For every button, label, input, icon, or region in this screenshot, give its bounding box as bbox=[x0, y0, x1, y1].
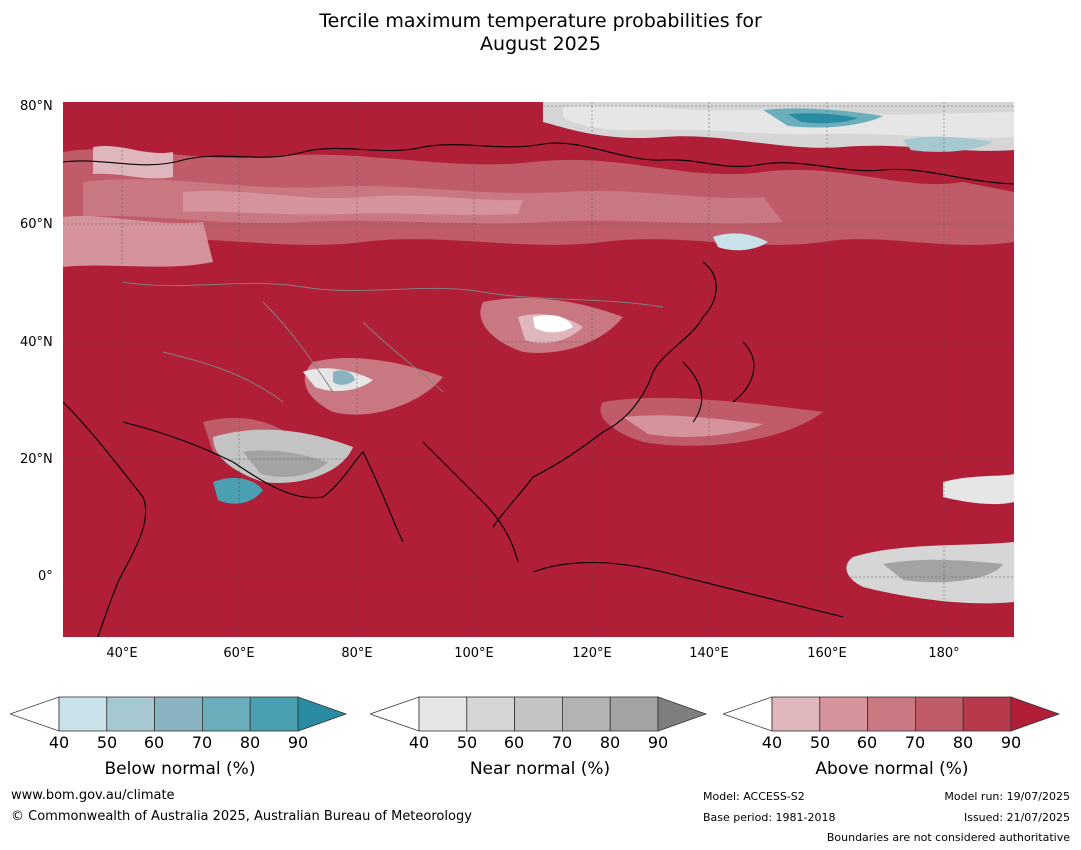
near-normal-patches bbox=[213, 102, 1014, 604]
lon-label-180: 180° bbox=[928, 646, 960, 661]
near-colorbar-segment bbox=[609, 696, 659, 732]
website-link[interactable]: www.bom.gov.au/climate bbox=[11, 788, 175, 803]
colorbar-below-normal bbox=[10, 696, 348, 732]
title-line-2: August 2025 bbox=[480, 33, 601, 55]
lat-label-equator: 0° bbox=[38, 569, 53, 584]
below-tick-80: 80 bbox=[239, 733, 261, 752]
boundaries-disclaimer: Boundaries are not considered authoritat… bbox=[826, 831, 1070, 844]
below-tick-60: 60 bbox=[143, 733, 165, 752]
above-tick-60: 60 bbox=[856, 733, 878, 752]
colorbar-above-extension-low bbox=[723, 696, 773, 732]
above-tick-90: 90 bbox=[1000, 733, 1022, 752]
colorbar-above-extension-high bbox=[1010, 696, 1061, 732]
lon-label-100e: 100°E bbox=[454, 646, 494, 661]
lat-label-60n: 60°N bbox=[20, 217, 53, 232]
lat-label-40n: 40°N bbox=[20, 335, 53, 350]
above-tick-70: 70 bbox=[904, 733, 926, 752]
copyright-text: © Commonwealth of Australia 2025, Austra… bbox=[11, 809, 472, 824]
below-colorbar-segment bbox=[58, 696, 108, 732]
colorbar-near-extension-high bbox=[657, 696, 708, 732]
graticule bbox=[63, 102, 1014, 637]
below-colorbar-segment bbox=[201, 696, 251, 732]
lon-label-140e: 140°E bbox=[689, 646, 729, 661]
below-colorbar-segment bbox=[249, 696, 299, 732]
lon-label-160e: 160°E bbox=[807, 646, 847, 661]
model-run-date: Model run: 19/07/2025 bbox=[944, 790, 1070, 803]
lon-label-40e: 40°E bbox=[106, 646, 138, 661]
lon-label-120e: 120°E bbox=[572, 646, 612, 661]
coastlines bbox=[63, 142, 1014, 637]
below-tick-40: 40 bbox=[48, 733, 70, 752]
below-tick-70: 70 bbox=[191, 733, 213, 752]
near-tick-60: 60 bbox=[503, 733, 525, 752]
near-tick-50: 50 bbox=[456, 733, 478, 752]
colorbar-above-normal bbox=[723, 696, 1061, 732]
below-normal-patches bbox=[213, 108, 993, 504]
below-normal-title: Below normal (%) bbox=[104, 759, 256, 779]
colorbar-near-normal bbox=[370, 696, 708, 732]
model-name: Model: ACCESS-S2 bbox=[703, 790, 805, 803]
near-tick-40: 40 bbox=[408, 733, 430, 752]
colorbar-below-extension-high bbox=[297, 696, 348, 732]
near-colorbar-segment bbox=[561, 696, 611, 732]
above-colorbar-segment bbox=[914, 696, 964, 732]
above-colorbar-segment bbox=[771, 696, 821, 732]
chart-title: Tercile maximum temperature probabilitie… bbox=[0, 10, 1081, 56]
lon-label-80e: 80°E bbox=[341, 646, 373, 661]
above-tick-80: 80 bbox=[952, 733, 974, 752]
above-normal-title: Above normal (%) bbox=[815, 759, 969, 779]
below-colorbar-segment bbox=[154, 696, 203, 732]
near-tick-80: 80 bbox=[599, 733, 621, 752]
above-colorbar-segment bbox=[867, 696, 916, 732]
below-tick-90: 90 bbox=[287, 733, 309, 752]
near-colorbar-segment bbox=[466, 696, 516, 732]
country-borders bbox=[122, 281, 664, 403]
above-tick-50: 50 bbox=[809, 733, 831, 752]
below-colorbar-segment bbox=[106, 696, 156, 732]
probability-map bbox=[63, 102, 1014, 637]
below-tick-50: 50 bbox=[96, 733, 118, 752]
lon-label-60e: 60°E bbox=[223, 646, 255, 661]
above-tick-40: 40 bbox=[761, 733, 783, 752]
near-colorbar-segment bbox=[514, 696, 563, 732]
issued-date: Issued: 21/07/2025 bbox=[963, 811, 1070, 824]
above-colorbar-segment bbox=[962, 696, 1012, 732]
lat-label-80n: 80°N bbox=[20, 99, 53, 114]
near-tick-90: 90 bbox=[647, 733, 669, 752]
colorbar-near-extension-low bbox=[370, 696, 420, 732]
lat-label-20n: 20°N bbox=[20, 452, 53, 467]
base-period: Base period: 1981-2018 bbox=[703, 811, 836, 824]
near-normal-title: Near normal (%) bbox=[469, 759, 611, 779]
near-colorbar-segment bbox=[418, 696, 468, 732]
above-colorbar-segment bbox=[819, 696, 869, 732]
near-tick-70: 70 bbox=[551, 733, 573, 752]
colorbar-below-extension-low bbox=[10, 696, 60, 732]
title-line-1: Tercile maximum temperature probabilitie… bbox=[319, 10, 762, 32]
